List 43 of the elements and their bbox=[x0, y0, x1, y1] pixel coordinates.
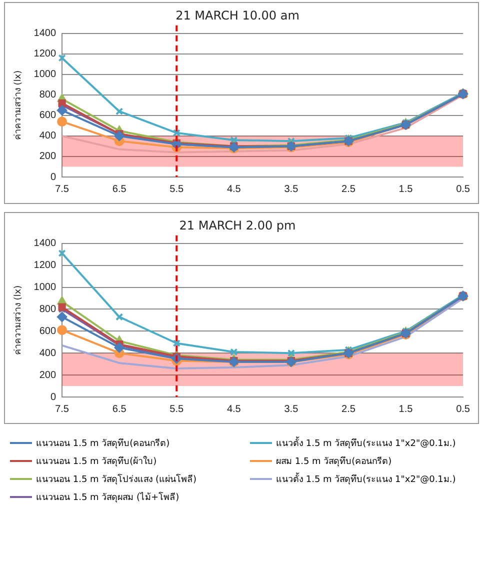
y-tick-label: 800 bbox=[39, 304, 56, 315]
legend-label: แนวนอน 1.5 m วัสดุทึบ(คอนกรีต) bbox=[36, 438, 170, 450]
y-tick-label: 0 bbox=[50, 172, 56, 183]
x-tick-label: 2.5 bbox=[342, 184, 356, 195]
y-tick-label: 200 bbox=[39, 151, 56, 162]
y-tick-label: 1200 bbox=[34, 48, 56, 60]
y-tick-label: 0 bbox=[50, 392, 56, 403]
x-tick-label: 4.5 bbox=[226, 184, 242, 195]
x-tick-label: 0.5 bbox=[456, 404, 470, 415]
x-tick-label: 6.5 bbox=[112, 404, 127, 415]
y-tick-label: 1400 bbox=[34, 28, 56, 40]
y-tick-label: 600 bbox=[39, 110, 56, 122]
legend-label: แนวนอน 1.5 m วัสดุผสม (ไม้+โพลี) bbox=[36, 490, 180, 504]
x-tick-label: 1.5 bbox=[398, 404, 414, 415]
x-tick-label: 4.5 bbox=[226, 404, 242, 415]
x-tick-label: 3.5 bbox=[284, 404, 299, 415]
y-tick-label: 400 bbox=[39, 348, 56, 359]
chart-title: 21 MARCH 10.00 am bbox=[176, 8, 300, 22]
y-axis-title: ค่าความสว่าง (lx) bbox=[14, 70, 24, 140]
x-tick-label: 6.5 bbox=[112, 184, 127, 195]
y-tick-label: 1000 bbox=[34, 69, 56, 80]
y-tick-label: 600 bbox=[39, 326, 56, 337]
x-tick-label: 1.5 bbox=[398, 184, 414, 195]
legend-label: แนวนอน 1.5 m วัสดุทึบ(ผ้าใบ) bbox=[36, 454, 157, 468]
x-tick-label: 7.5 bbox=[55, 404, 70, 415]
chart-title: 21 MARCH 2.00 pm bbox=[179, 218, 296, 232]
legend-label: ผสม 1.5 m วัสดุทึบ(คอนกรีต) bbox=[276, 456, 392, 468]
x-tick-label: 7.5 bbox=[55, 184, 70, 195]
legend-label: แนวนอน 1.5 m วัสดุโปร่งแสง (แผ่นโพลี) bbox=[36, 472, 197, 486]
y-tick-label: 200 bbox=[39, 370, 56, 381]
y-tick-label: 1200 bbox=[34, 260, 56, 272]
y-tick-label: 800 bbox=[39, 90, 56, 101]
legend-label: แนวตั้ง 1.5 m วัสดุทึบ(ระแนง 1"x2"@0.1ม.) bbox=[276, 436, 456, 450]
y-axis-title: ค่าความสว่าง (lx) bbox=[14, 285, 24, 356]
x-tick-label: 2.5 bbox=[342, 404, 356, 415]
y-tick-label: 1000 bbox=[34, 282, 56, 294]
y-tick-label: 400 bbox=[39, 130, 56, 142]
x-tick-label: 0.5 bbox=[456, 184, 470, 195]
x-tick-label: 5.5 bbox=[170, 404, 184, 415]
x-tick-label: 5.5 bbox=[170, 184, 184, 195]
legend-label: แนวตั้ง 1.5 m วัสดุทึบ(ระแนง 1"x2"@0.1ม.) bbox=[276, 472, 456, 486]
x-tick-label: 3.5 bbox=[284, 184, 299, 195]
y-tick-label: 1400 bbox=[34, 238, 56, 250]
